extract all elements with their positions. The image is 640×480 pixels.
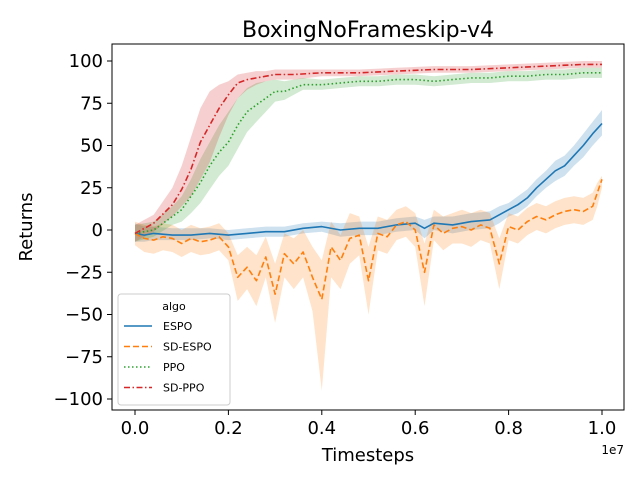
x-tick-label: 1.0 xyxy=(588,418,617,439)
y-tick-label: −75 xyxy=(65,347,103,368)
y-tick-label: 25 xyxy=(80,178,103,199)
chart-title: BoxingNoFrameskip-v4 xyxy=(242,18,494,43)
y-tick-label: −25 xyxy=(65,262,103,283)
legend-title: algo xyxy=(162,300,186,313)
confidence-bands xyxy=(135,61,602,391)
x-axis-label: Timesteps xyxy=(321,445,414,466)
legend-entry-espo: ESPO xyxy=(163,320,193,333)
line-ppo xyxy=(134,72,602,235)
y-tick-label: −50 xyxy=(65,305,103,326)
x-tick-label: 0.6 xyxy=(401,418,430,439)
y-tick-label: 100 xyxy=(69,51,103,72)
x-offset-label: 1e7 xyxy=(601,443,624,457)
band-espo xyxy=(135,110,602,242)
y-tick-label: 0 xyxy=(92,220,103,241)
series-lines xyxy=(134,63,603,301)
x-tick-label: 0.0 xyxy=(121,418,150,439)
y-axis: −100 −75 −50 −25 0 25 50 75 100 xyxy=(54,51,112,410)
plot-frame xyxy=(111,43,625,411)
line-espo xyxy=(134,122,603,236)
y-tick-label: 50 xyxy=(80,136,103,157)
legend-box xyxy=(117,293,231,406)
y-axis-label: Returns xyxy=(16,192,37,261)
legend: algo ESPO SD-ESPO PPO SD-PPO xyxy=(117,293,231,406)
x-tick-label: 0.4 xyxy=(307,418,336,439)
x-tick-label: 0.8 xyxy=(494,418,523,439)
y-tick-label: −100 xyxy=(54,389,103,410)
legend-entry-sd-ppo: SD-PPO xyxy=(163,382,205,395)
band-ppo xyxy=(135,67,602,242)
legend-entry-sd-espo: SD-ESPO xyxy=(163,341,212,354)
legend-entry-ppo: PPO xyxy=(163,361,185,374)
line-sd-ppo xyxy=(134,63,602,235)
y-tick-label: 75 xyxy=(80,93,103,114)
x-axis: 0.0 0.2 0.4 0.6 0.8 1.0 xyxy=(121,410,617,439)
line-sd-espo xyxy=(134,179,603,301)
x-tick-label: 0.2 xyxy=(214,418,243,439)
band-sd-espo xyxy=(135,175,602,391)
